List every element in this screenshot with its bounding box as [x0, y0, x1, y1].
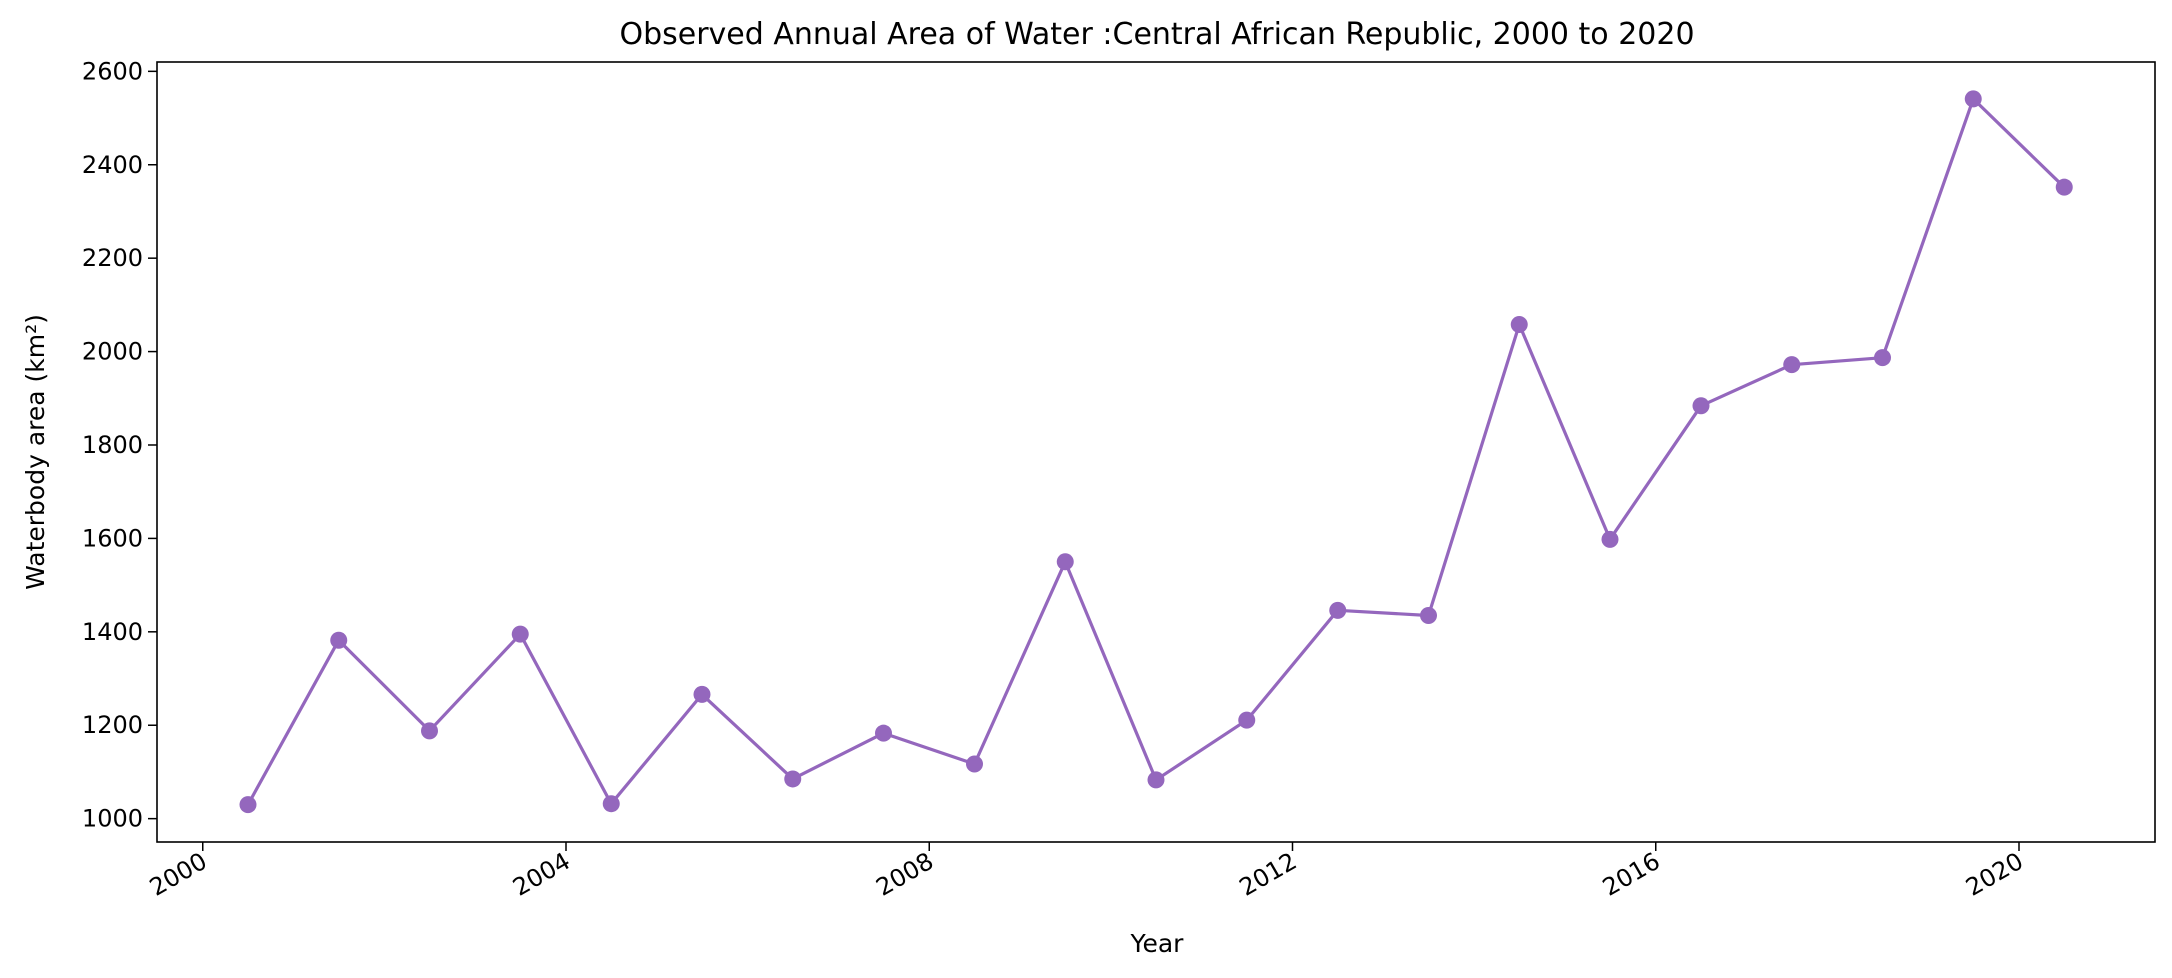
series-layer — [239, 90, 2073, 814]
data-point — [511, 625, 529, 643]
y-axis: 1000 1200 1400 1600 1800 2000 2200 2400 2600 — [82, 57, 157, 833]
x-tick-label: 2020 — [1961, 847, 2028, 902]
data-point — [784, 770, 802, 788]
data-point — [2055, 178, 2073, 196]
y-tick-label: 2200 — [82, 244, 143, 272]
data-point — [1964, 90, 1982, 108]
x-axis: 2000 2004 2008 2012 2016 2020 — [145, 842, 2028, 902]
data-point — [602, 795, 620, 813]
y-tick-label: 2400 — [82, 151, 143, 179]
data-point — [1510, 315, 1528, 333]
series-line — [246, 97, 2066, 806]
data-point — [875, 724, 893, 742]
data-point — [1147, 771, 1165, 789]
data-point — [1783, 356, 1801, 374]
data-point — [1329, 601, 1347, 619]
data-point — [1874, 349, 1892, 367]
data-point — [1601, 530, 1619, 548]
x-tick-label: 2012 — [1235, 847, 1302, 902]
data-point — [965, 755, 983, 773]
data-point — [420, 722, 438, 740]
plot-frame — [156, 61, 2156, 843]
x-tick-label: 2016 — [1598, 847, 1665, 902]
x-axis-label: Year — [1130, 929, 1185, 958]
data-point — [330, 631, 348, 649]
y-tick-label: 1000 — [82, 805, 143, 833]
y-tick-label: 1800 — [82, 431, 143, 459]
y-tick-label: 1600 — [82, 524, 143, 552]
y-axis-label: Waterbody area (km²) — [21, 314, 50, 590]
data-point — [1692, 397, 1710, 415]
data-point — [1056, 553, 1074, 571]
chart-title: Observed Annual Area of Water :Central A… — [619, 17, 1694, 52]
y-tick-label: 1400 — [82, 618, 143, 646]
data-point — [1238, 711, 1256, 729]
x-tick-label: 2008 — [871, 847, 938, 902]
x-tick-label: 2000 — [145, 847, 212, 902]
x-tick-label: 2004 — [508, 847, 575, 902]
y-tick-label: 2000 — [82, 338, 143, 366]
data-point — [693, 685, 711, 703]
data-point — [239, 796, 257, 814]
y-tick-label: 2600 — [82, 57, 143, 85]
data-point — [1419, 606, 1437, 624]
y-tick-label: 1200 — [82, 711, 143, 739]
